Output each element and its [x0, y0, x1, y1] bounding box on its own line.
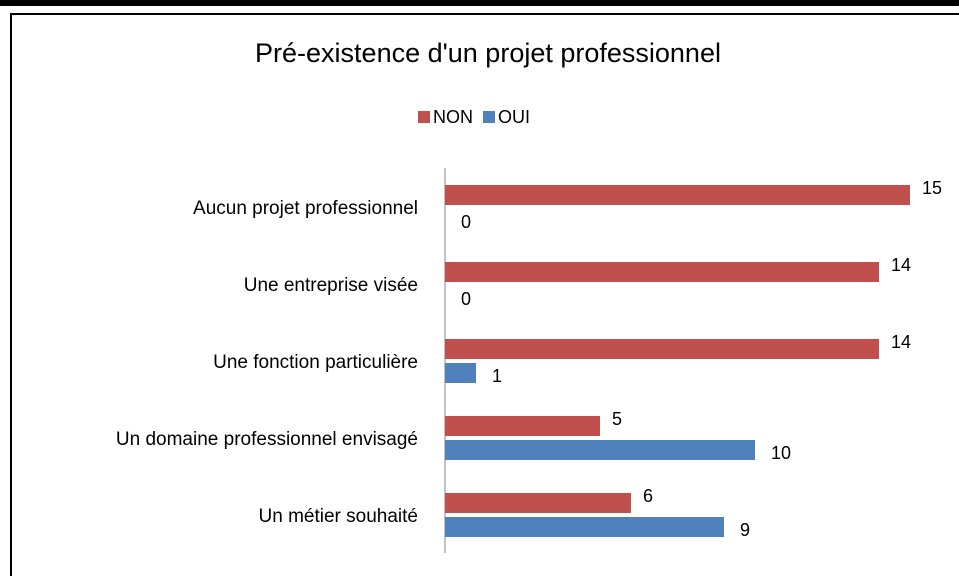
bar: [445, 440, 755, 460]
data-label: 9: [740, 520, 750, 540]
data-label: 15: [922, 178, 942, 198]
y-tick-label: Une fonction particulière: [213, 352, 418, 373]
data-label: 0: [461, 212, 471, 232]
legend-label: NON: [433, 107, 473, 127]
bar: [445, 416, 600, 436]
bar: [445, 363, 476, 383]
bar: [445, 493, 631, 513]
chart-title: Pré-existence d'un projet professionnel: [255, 38, 721, 68]
data-label: 6: [643, 486, 653, 506]
chart-frame: [10, 13, 959, 576]
data-label: 5: [612, 409, 622, 429]
data-label: 14: [891, 332, 911, 352]
bar: [445, 517, 724, 537]
data-label: 10: [771, 443, 791, 463]
legend-swatch: [483, 111, 495, 123]
y-tick-label: Un domaine professionnel envisagé: [116, 429, 418, 450]
data-label: 0: [461, 289, 471, 309]
cut-caption: [0, 0, 959, 6]
data-label: 14: [891, 255, 911, 275]
bar: [445, 262, 879, 282]
y-tick-label: Un métier souhaité: [259, 506, 418, 527]
data-label: 1: [492, 366, 502, 386]
bar: [445, 185, 910, 205]
y-tick-label: Aucun projet professionnel: [193, 198, 418, 219]
y-tick-label: Une entreprise visée: [244, 275, 418, 296]
bar: [445, 339, 879, 359]
legend-swatch: [418, 111, 430, 123]
legend-label: OUI: [498, 107, 530, 127]
